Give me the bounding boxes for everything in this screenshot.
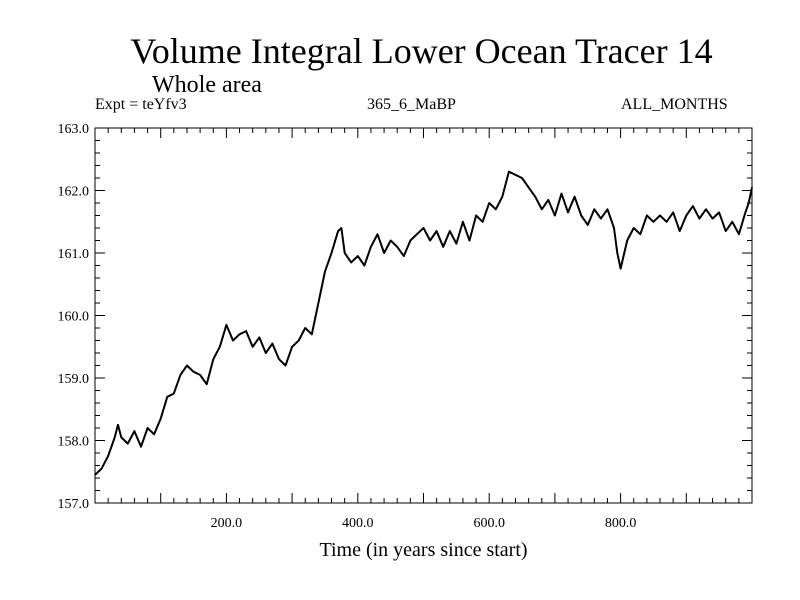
- x-tick-label: 400.0: [342, 516, 374, 531]
- x-tick-label: 600.0: [473, 516, 505, 531]
- months-label: ALL_MONTHS: [621, 96, 728, 113]
- y-tick-label: 157.0: [58, 497, 90, 512]
- y-tick-label: 158.0: [58, 435, 90, 450]
- chart-subtitle: Whole area: [152, 72, 262, 98]
- y-tick-label: 160.0: [58, 310, 90, 325]
- y-tick-label: 163.0: [58, 122, 90, 137]
- x-axis-label: Time (in years since start): [319, 539, 527, 561]
- x-tick-label: 200.0: [211, 516, 243, 531]
- y-tick-label: 161.0: [58, 247, 90, 262]
- y-tick-label: 162.0: [58, 185, 90, 200]
- experiment-label: Expt = teYfv3: [95, 96, 187, 113]
- period-label: 365_6_MaBP: [367, 96, 456, 113]
- x-tick-label: 800.0: [605, 516, 637, 531]
- y-axis: 157.0 158.0 159.0 160.0 161.0 162.0 163.0: [58, 122, 752, 512]
- x-axis: 200.0 400.0 600.0 800.0: [107, 128, 740, 531]
- series-line: [94, 170, 753, 476]
- plot-frame: [94, 127, 753, 504]
- y-tick-label: 159.0: [58, 372, 90, 387]
- chart-title: Volume Integral Lower Ocean Tracer 14: [130, 31, 713, 71]
